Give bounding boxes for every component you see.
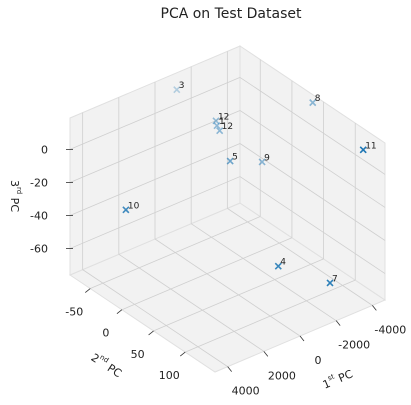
grid-line [69,77,241,150]
y-tick [179,351,186,357]
x-tick [372,305,377,311]
grid-line [69,110,241,183]
x-tick-label: -2000 [338,339,370,352]
point-label: 3 [179,81,185,91]
point [359,146,367,154]
point-label: 11 [365,141,376,151]
z-axis-label: 3rd PC [8,180,23,212]
point-label: 8 [315,94,321,104]
grid-line [239,176,386,274]
y-tick [85,288,91,293]
x-tick [335,320,341,326]
grid-line [190,223,337,322]
panes [68,45,387,373]
point [326,279,334,287]
point-label: 5 [232,153,238,163]
point [226,157,234,165]
z-tick-label: -20 [30,176,48,189]
y-tick [116,309,123,315]
y-tick [148,330,154,336]
point [258,158,266,166]
grid-line [69,143,241,216]
x-label-part: 1 [321,377,333,392]
point-label: 1 [219,117,225,127]
z-label-sup: rd [15,187,23,194]
y-axis-label: 2nd PC [89,349,126,380]
point [309,99,317,107]
y-tick-label: 100 [159,369,180,382]
x-tick [263,351,269,357]
point-label: 12 [222,122,233,132]
grid-line [90,216,261,289]
y-tick-label: 0 [102,327,109,340]
x-tick-label: -4000 [374,323,406,336]
z-label-part: 3 [8,180,21,187]
point [274,262,282,270]
point [216,127,224,135]
grid-line [118,253,265,352]
y-tick-label: 50 [131,348,145,361]
x-tick [227,366,232,372]
chart-title: PCA on Test Dataset [161,6,302,22]
z-tick-label: 0 [41,143,48,156]
x-tick [299,335,305,342]
x-label-sup: st [327,372,336,382]
grid-line [154,238,301,337]
x-tick-label: 2000 [268,369,296,382]
grid-line [239,77,386,175]
grid-line [185,279,356,353]
x-tick-label: 0 [315,354,322,367]
grid-line [121,237,293,311]
grid-line [227,208,373,306]
grid-line [82,269,228,367]
grid-line [69,176,241,249]
grid-line [153,258,324,332]
x-label-part: PC [333,367,355,386]
point [122,206,130,214]
point [212,117,220,125]
y-label-sup: nd [98,353,110,365]
point-label: 12 [218,112,229,122]
z-tick-label: -40 [30,210,48,223]
point-label: 4 [280,258,286,268]
point [173,86,181,94]
point-label: 7 [332,274,338,284]
x-axis-label: 1st PC [320,365,355,391]
x-tick-label: 4000 [232,385,260,398]
y-tick-label: -50 [65,306,83,319]
z-tick-label: -60 [30,243,48,256]
point [213,122,221,130]
z-label-part: PC [8,194,21,212]
grid-line [239,110,386,208]
point-label: 10 [128,201,140,211]
point-label: 9 [264,153,270,163]
pane-right [239,45,386,301]
